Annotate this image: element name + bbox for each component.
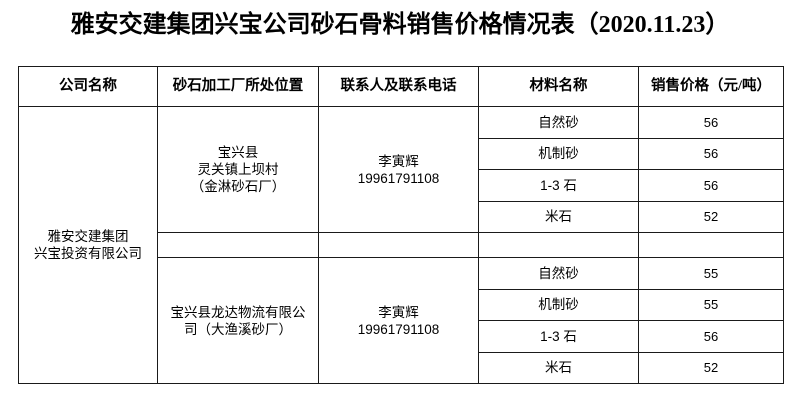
table-row: 米石 52 bbox=[19, 351, 784, 384]
contact-person-name: 李寅辉 bbox=[378, 153, 419, 169]
material-name-cell: 1-3 石 bbox=[478, 169, 639, 202]
contact-phone-number: 19961791108 bbox=[357, 170, 440, 186]
material-name-cell: 机制砂 bbox=[478, 137, 639, 170]
column-header-company: 公司名称 bbox=[18, 66, 158, 107]
material-name-cell: 机制砂 bbox=[478, 288, 639, 321]
contact-cell-1: 李寅辉 19961791108 bbox=[318, 106, 479, 233]
material-price-cell: 55 bbox=[638, 257, 784, 290]
material-price-cell: 55 bbox=[638, 288, 784, 321]
table-row: 雅安交建集团 兴宝投资有限公司 宝兴县 灵关镇上坝村 （金淋砂石厂） 李寅辉 1… bbox=[18, 106, 784, 384]
price-table-container: 公司名称 砂石加工厂所处位置 联系人及联系电话 材料名称 销售价格（元/吨） 雅… bbox=[18, 66, 784, 384]
material-price-cell: 52 bbox=[638, 351, 784, 384]
material-price-cell: 56 bbox=[638, 320, 784, 353]
block-separator-contact bbox=[318, 232, 479, 258]
company-name-line-2: 兴宝投资有限公司 bbox=[34, 246, 142, 261]
table-header-row: 公司名称 砂石加工厂所处位置 联系人及联系电话 材料名称 销售价格（元/吨） bbox=[18, 66, 784, 107]
company-name-cell: 雅安交建集团 兴宝投资有限公司 bbox=[18, 106, 158, 384]
table-row: 米石 52 bbox=[19, 200, 784, 233]
block-separator-price bbox=[638, 232, 784, 258]
material-price-cell: 56 bbox=[638, 106, 784, 139]
page-title: 雅安交建集团兴宝公司砂石骨料销售价格情况表（2020.11.23） bbox=[70, 12, 730, 38]
material-name-cell: 米石 bbox=[478, 200, 639, 233]
block-separator-row bbox=[19, 232, 784, 258]
contact-phone-number: 19961791108 bbox=[357, 321, 440, 337]
table-header: 公司名称 砂石加工厂所处位置 联系人及联系电话 材料名称 销售价格（元/吨） bbox=[18, 66, 784, 107]
material-price-cell: 56 bbox=[638, 137, 784, 170]
plant-location-line-1: 宝兴县龙达物流有限公 bbox=[170, 304, 306, 320]
table-row: 宝兴县龙达物流有限公 司（大渔溪砂厂） 李寅辉 19961791108 自然砂 … bbox=[19, 257, 784, 384]
table-row: 机制砂 56 bbox=[19, 137, 784, 170]
material-name-cell: 米石 bbox=[478, 351, 639, 384]
block-separator-material bbox=[478, 232, 639, 258]
contact-cell-2: 李寅辉 19961791108 bbox=[318, 257, 479, 384]
material-price-cell: 52 bbox=[638, 200, 784, 233]
table-body: 雅安交建集团 兴宝投资有限公司 宝兴县 灵关镇上坝村 （金淋砂石厂） 李寅辉 1… bbox=[18, 106, 784, 384]
company-name-line-1: 雅安交建集团 bbox=[47, 229, 129, 244]
table-row: 1-3 石 56 bbox=[19, 169, 784, 202]
column-header-contact: 联系人及联系电话 bbox=[318, 66, 479, 107]
column-header-location: 砂石加工厂所处位置 bbox=[157, 66, 319, 107]
plant-location-line-2: 司（大渔溪砂厂） bbox=[184, 321, 292, 337]
sand-gravel-price-table: 公司名称 砂石加工厂所处位置 联系人及联系电话 材料名称 销售价格（元/吨） 雅… bbox=[18, 66, 784, 384]
contact-person-name: 李寅辉 bbox=[378, 304, 419, 320]
plant-location-line-1: 宝兴县 bbox=[217, 145, 259, 160]
material-name-cell: 自然砂 bbox=[478, 257, 639, 290]
column-header-price: 销售价格（元/吨） bbox=[638, 66, 784, 107]
plant-location-cell-1: 宝兴县 灵关镇上坝村 （金淋砂石厂） bbox=[157, 106, 319, 233]
material-name-cell: 1-3 石 bbox=[478, 320, 639, 353]
column-header-material: 材料名称 bbox=[478, 66, 639, 107]
plant-location-line-3: （金淋砂石厂） bbox=[190, 179, 286, 194]
block-separator-location bbox=[157, 232, 319, 258]
plant-location-line-2: 灵关镇上坝村 bbox=[197, 162, 279, 177]
plant-location-cell-2: 宝兴县龙达物流有限公 司（大渔溪砂厂） bbox=[157, 257, 319, 384]
material-name-cell: 自然砂 bbox=[478, 106, 639, 139]
material-price-cell: 56 bbox=[638, 169, 784, 202]
table-row: 1-3 石 56 bbox=[19, 320, 784, 353]
